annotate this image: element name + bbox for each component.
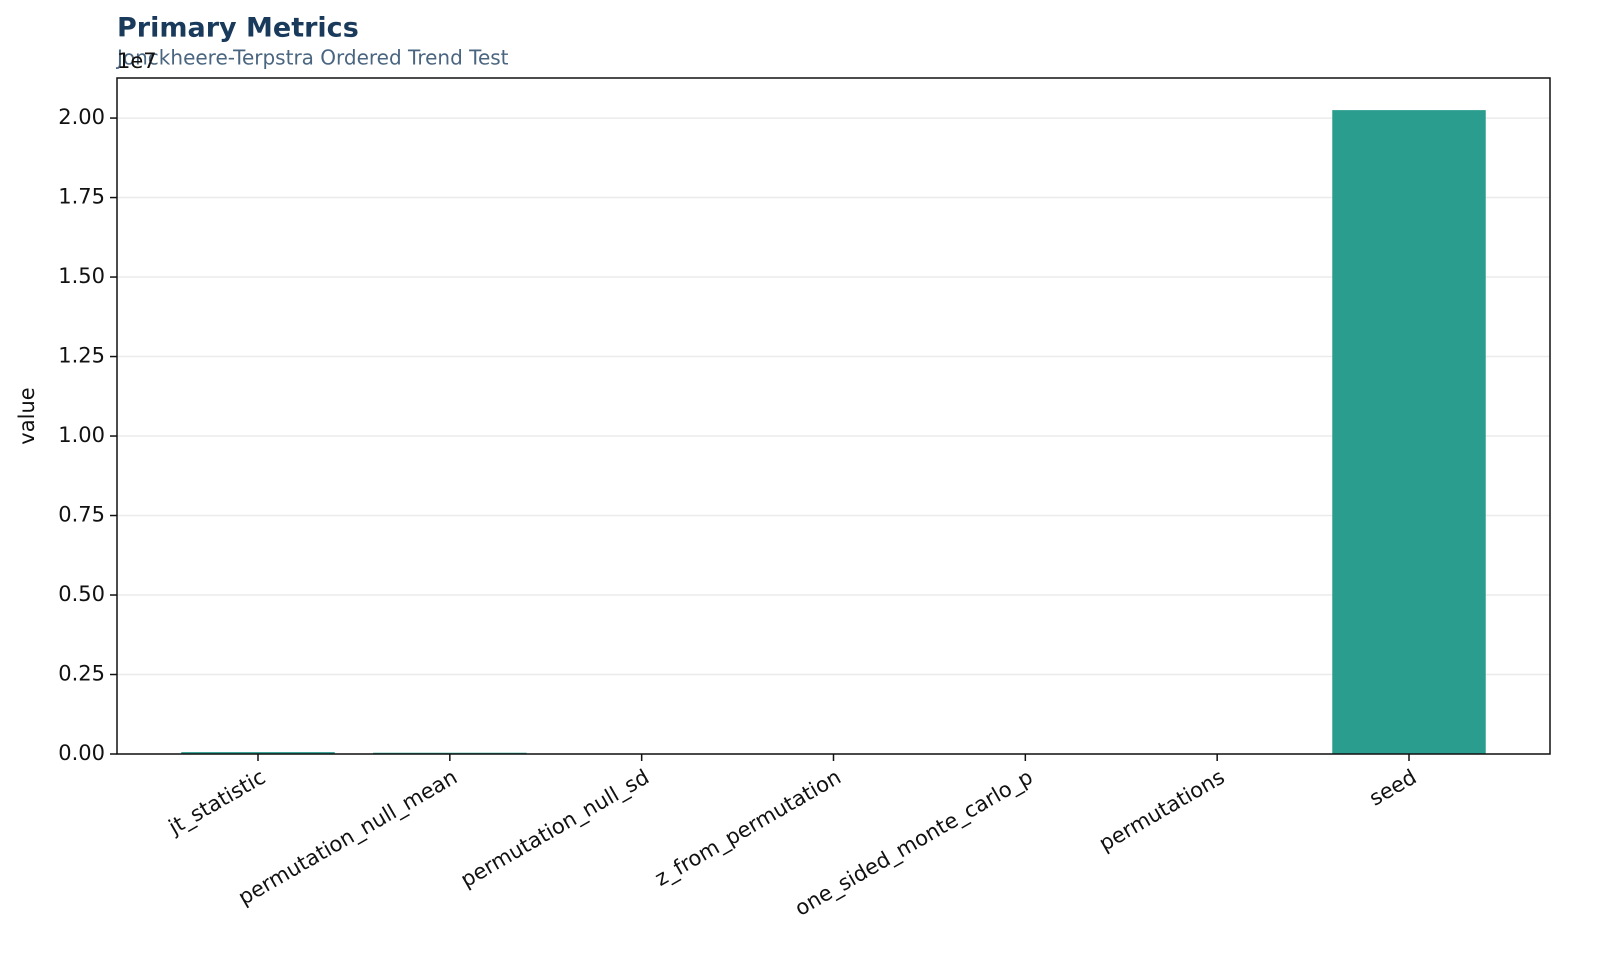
bar [1332,110,1486,755]
y-tick-label: 1.50 [58,264,105,288]
axes-frame [116,77,1551,755]
offset-text: 1e7 [117,49,157,73]
x-tick-label: permutations [1095,765,1229,856]
y-tick-label: 0.50 [58,582,105,606]
bar [181,752,335,754]
y-tick-label: 0.75 [58,503,105,527]
chart-title: Primary Metrics [117,13,359,44]
y-tick-label: 0.00 [58,741,105,765]
y-tick-label: 0.25 [58,662,105,686]
y-tick-label: 1.25 [58,344,105,368]
y-tick-label: 2.00 [58,105,105,129]
chart-subtitle: Jonckheere-Terpstra Ordered Trend Test [115,46,509,70]
x-tick-label: seed [1365,765,1420,811]
x-tick-label: jt_statistic [164,765,270,841]
x-tick-label: permutation_null_sd [457,765,654,893]
y-tick-label: 1.75 [58,185,105,209]
y-tick-label: 1.00 [58,423,105,447]
x-tick-label: z_from_permutation [651,765,846,892]
y-axis-label: value [15,387,39,444]
x-tick-label: permutation_null_mean [234,765,462,911]
